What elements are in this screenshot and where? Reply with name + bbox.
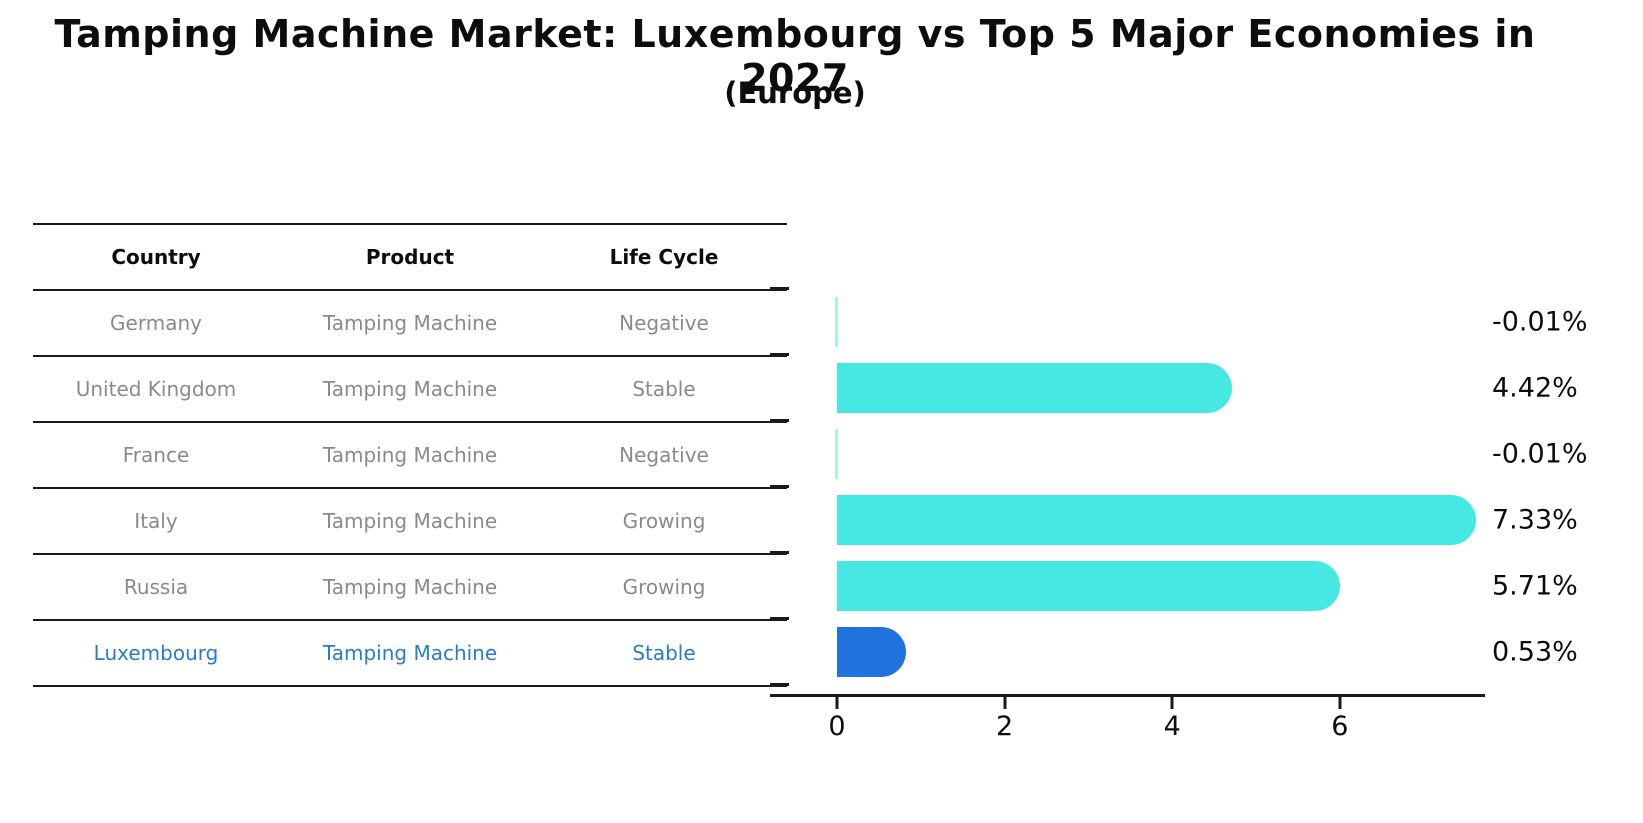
table-cell-life_cycle: Growing <box>622 575 706 599</box>
bar-russia <box>837 561 1341 611</box>
table-cell-country: Luxembourg <box>93 641 219 665</box>
table-cell-country: France <box>122 443 190 467</box>
table-cell-country: Germany <box>110 311 202 335</box>
table-cell-country: Italy <box>134 509 178 533</box>
bar-italy <box>837 495 1477 545</box>
table-row-france: France Tamping Machine Negative <box>33 423 787 489</box>
y-axis-tick <box>770 485 789 488</box>
table-header-row: Country Product Life Cycle <box>33 225 787 291</box>
x-axis-tick-label: 2 <box>996 711 1014 742</box>
bar-chart: 0 2 4 6 <box>770 223 1485 742</box>
x-axis-line <box>770 694 1485 697</box>
x-axis-tick <box>835 697 839 709</box>
table-row-united-kingdom: United Kingdom Tamping Machine Stable <box>33 357 787 423</box>
x-axis-tick <box>1338 697 1342 709</box>
y-axis-tick <box>770 683 789 686</box>
bar-luxembourg <box>837 627 907 677</box>
bar-value-label: 4.42% <box>1492 372 1578 404</box>
bar-value-label: 0.53% <box>1492 636 1578 668</box>
table-cell-product: Tamping Machine <box>322 377 498 401</box>
x-axis-tick <box>1003 697 1007 709</box>
table-row-italy: Italy Tamping Machine Growing <box>33 489 787 555</box>
y-axis-tick <box>770 419 789 422</box>
x-axis-tick-label: 6 <box>1331 711 1349 742</box>
table-cell-life_cycle: Negative <box>619 443 709 467</box>
bar-value-label: 5.71% <box>1492 570 1578 602</box>
table-cell-life_cycle: Negative <box>619 311 709 335</box>
bar-united-kingdom <box>837 363 1233 413</box>
table-cell-life_cycle: Growing <box>622 509 706 533</box>
x-axis-tick <box>1170 697 1174 709</box>
bar-value-label: -0.01% <box>1492 306 1588 338</box>
x-axis-tick-label: 4 <box>1163 711 1181 742</box>
table-cell-country: Russia <box>123 575 189 599</box>
table-header-country: Country <box>111 245 201 269</box>
x-axis-tick-label: 0 <box>828 711 846 742</box>
table-cell-product: Tamping Machine <box>322 509 498 533</box>
table-header-product: Product <box>365 245 455 269</box>
y-axis-tick <box>770 287 789 290</box>
table-header-life_cycle: Life Cycle <box>609 245 719 269</box>
table-cell-country: United Kingdom <box>75 377 237 401</box>
table-row-germany: Germany Tamping Machine Negative <box>33 291 787 357</box>
country-table: Country Product Life Cycle Germany Tamping M… <box>33 223 787 687</box>
y-axis-tick <box>770 617 789 620</box>
chart-title: Tamping Machine Market: Luxembourg vs To… <box>54 12 1536 100</box>
table-cell-product: Tamping Machine <box>322 443 498 467</box>
table-cell-product: Tamping Machine <box>322 641 498 665</box>
y-axis-tick <box>770 353 789 356</box>
bar-germany <box>835 297 838 347</box>
table-cell-product: Tamping Machine <box>322 575 498 599</box>
table-row-luxembourg: Luxembourg Tamping Machine Stable <box>33 621 787 687</box>
table-cell-life_cycle: Stable <box>632 641 696 665</box>
bar-france <box>835 429 838 479</box>
chart-subtitle: (Europe) <box>724 76 866 110</box>
table-cell-product: Tamping Machine <box>322 311 498 335</box>
table-row-russia: Russia Tamping Machine Growing <box>33 555 787 621</box>
bar-value-label: 7.33% <box>1492 504 1578 536</box>
y-axis-tick <box>770 551 789 554</box>
bar-value-label: -0.01% <box>1492 438 1588 470</box>
table-cell-life_cycle: Stable <box>632 377 696 401</box>
